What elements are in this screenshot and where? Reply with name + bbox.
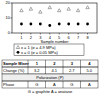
point bbox=[67, 7, 70, 10]
table-note: G = graphite A = anatase bbox=[28, 89, 73, 94]
point bbox=[48, 6, 51, 9]
figure: 0102012345678Sample numberx = 1 (σ = 4.9… bbox=[0, 0, 100, 106]
legend-marker bbox=[16, 46, 19, 49]
table-cell: Phase bbox=[3, 82, 15, 87]
y-tick-label: 20 bbox=[6, 0, 11, 5]
point bbox=[20, 23, 23, 26]
table-cell: 5.0 bbox=[86, 68, 92, 73]
table-cell: 3 bbox=[71, 61, 74, 66]
table-divider bbox=[80, 67, 81, 74]
point bbox=[77, 23, 80, 26]
table-section-title: Polarization (P) bbox=[36, 75, 64, 80]
table-divider bbox=[63, 60, 64, 67]
table-cell: Change (%) bbox=[3, 68, 25, 73]
table-row bbox=[2, 81, 98, 88]
legend-marker bbox=[17, 51, 20, 54]
table-row bbox=[2, 67, 98, 74]
table-cell: G bbox=[70, 82, 73, 87]
table-divider bbox=[28, 81, 29, 88]
table-divider bbox=[63, 67, 64, 74]
y-tick-label: 0 bbox=[8, 30, 11, 35]
point bbox=[58, 23, 61, 26]
table-cell: 4.1 bbox=[51, 68, 57, 73]
point bbox=[39, 23, 42, 26]
table-cell: Sample Mixer bbox=[3, 61, 29, 66]
x-axis-label: Sample number bbox=[40, 39, 69, 44]
table-divider bbox=[63, 81, 64, 88]
legend-box bbox=[14, 44, 84, 56]
points bbox=[20, 6, 90, 27]
point bbox=[58, 9, 61, 12]
plot-frame bbox=[12, 3, 97, 33]
y-tick bbox=[11, 33, 13, 34]
table-cell: 3.2 bbox=[34, 68, 40, 73]
y-tick bbox=[11, 18, 13, 19]
x-tick-label: 7 bbox=[77, 35, 80, 40]
point bbox=[39, 10, 42, 13]
table-cell: G bbox=[35, 82, 38, 87]
point bbox=[20, 9, 23, 12]
table-divider bbox=[80, 81, 81, 88]
table-cell: 2.7 bbox=[69, 68, 75, 73]
table-divider bbox=[45, 81, 46, 88]
point bbox=[86, 23, 89, 26]
x-tick-label: 1 bbox=[20, 35, 23, 40]
table-divider bbox=[45, 60, 46, 67]
y-tick bbox=[11, 3, 13, 4]
table-divider bbox=[28, 67, 29, 74]
table-cell: 1 bbox=[36, 61, 39, 66]
x-tick-label: 2 bbox=[30, 35, 33, 40]
point bbox=[76, 9, 79, 12]
legend-label: x = 0 (σ = 0.05 MPa) bbox=[21, 50, 58, 55]
point bbox=[29, 7, 32, 10]
point bbox=[86, 6, 89, 9]
table-cell: A bbox=[88, 82, 91, 87]
table-section bbox=[2, 74, 98, 81]
table-cell: A bbox=[53, 82, 56, 87]
point bbox=[29, 23, 32, 26]
table-divider bbox=[80, 60, 81, 67]
table-divider bbox=[45, 67, 46, 74]
point bbox=[67, 23, 70, 26]
table-cell: 4 bbox=[88, 61, 91, 66]
y-tick-label: 10 bbox=[6, 15, 11, 20]
point bbox=[48, 24, 51, 27]
x-tick-label: 8 bbox=[86, 35, 89, 40]
table-cell: 2 bbox=[53, 61, 56, 66]
table-row bbox=[2, 60, 98, 67]
